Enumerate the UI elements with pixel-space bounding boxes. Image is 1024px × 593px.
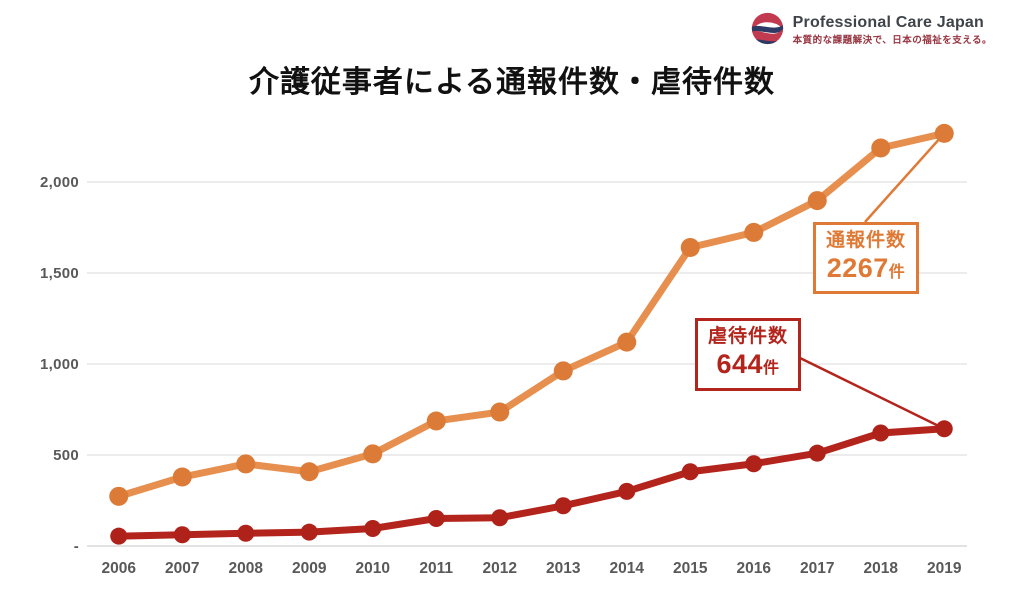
data-point-reports bbox=[490, 402, 510, 422]
chart-title: 介護従事者による通報件数・虐待件数 bbox=[248, 66, 776, 99]
data-point-reports bbox=[807, 191, 827, 211]
data-point-abuse bbox=[618, 482, 636, 500]
reports-leader-line bbox=[864, 132, 946, 223]
data-point-abuse bbox=[364, 520, 382, 538]
data-point-abuse bbox=[745, 455, 763, 473]
x-tick-label: 2006 bbox=[102, 560, 137, 577]
annotation-abuse-label: 虐待件数 bbox=[707, 326, 788, 347]
x-tick-label: 2019 bbox=[927, 560, 962, 577]
data-point-abuse bbox=[681, 463, 699, 481]
y-tick-label: 2,000 bbox=[40, 174, 79, 191]
y-tick-label: 500 bbox=[53, 447, 79, 464]
y-tick-label: - bbox=[74, 538, 79, 555]
abuse-leader-line bbox=[799, 356, 943, 429]
data-point-reports bbox=[236, 454, 256, 474]
data-point-reports bbox=[934, 123, 954, 143]
data-point-reports bbox=[299, 462, 319, 482]
data-point-reports bbox=[553, 361, 573, 381]
brand-tagline: 本質的な課題解決で、日本の福祉を支える。 bbox=[792, 34, 992, 46]
x-tick-label: 2008 bbox=[229, 560, 264, 577]
annotation-reports-label: 通報件数 bbox=[825, 230, 906, 251]
data-point-reports bbox=[744, 222, 764, 242]
data-point-abuse bbox=[808, 444, 826, 462]
y-tick-label: 1,500 bbox=[40, 265, 79, 282]
data-point-reports bbox=[363, 444, 383, 464]
x-tick-label: 2012 bbox=[483, 560, 517, 577]
data-point-abuse bbox=[173, 526, 191, 544]
data-point-abuse bbox=[872, 424, 890, 442]
annotation-abuse-unit: 件 bbox=[763, 359, 780, 377]
series-line-reports bbox=[115, 129, 948, 500]
data-point-reports bbox=[617, 332, 637, 352]
data-point-abuse bbox=[427, 510, 445, 528]
data-point-abuse bbox=[300, 523, 318, 541]
x-tick-label: 2010 bbox=[356, 560, 390, 577]
annotation-abuse-box: 虐待件数 644件 bbox=[695, 318, 801, 391]
data-point-abuse bbox=[110, 527, 128, 545]
annotation-reports-value: 2267件 bbox=[826, 252, 906, 283]
data-point-abuse bbox=[935, 420, 953, 438]
logo-text: Professional Care Japan 本質的な課題解決で、日本の福祉を… bbox=[793, 12, 992, 45]
x-tick-label: 2018 bbox=[864, 560, 899, 577]
data-point-reports bbox=[680, 238, 700, 258]
x-tick-label: 2007 bbox=[165, 560, 199, 577]
data-point-reports bbox=[172, 467, 192, 487]
x-tick-label: 2015 bbox=[673, 560, 708, 577]
x-tick-label: 2016 bbox=[737, 560, 772, 577]
annotation-abuse-value: 644件 bbox=[716, 348, 780, 379]
x-tick-label: 2009 bbox=[292, 560, 327, 577]
x-tick-label: 2014 bbox=[610, 560, 645, 577]
series-line-abuse bbox=[115, 425, 948, 540]
swirl-globe-icon bbox=[751, 12, 783, 45]
data-point-abuse bbox=[237, 524, 255, 542]
data-point-reports bbox=[871, 138, 891, 158]
x-tick-label: 2011 bbox=[419, 560, 453, 577]
data-point-reports bbox=[109, 486, 129, 506]
x-tick-label: 2017 bbox=[800, 560, 834, 577]
y-tick-label: 1,000 bbox=[40, 356, 79, 373]
data-point-abuse bbox=[491, 509, 509, 527]
brand-name: Professional Care Japan bbox=[792, 14, 984, 31]
data-point-abuse bbox=[554, 497, 572, 515]
logo: Professional Care Japan 本質的な課題解決で、日本の福祉を… bbox=[751, 12, 992, 45]
annotation-reports-box: 通報件数 2267件 bbox=[813, 222, 919, 294]
data-point-reports bbox=[426, 411, 446, 431]
annotation-reports-unit: 件 bbox=[888, 263, 906, 281]
x-tick-label: 2013 bbox=[546, 560, 581, 577]
